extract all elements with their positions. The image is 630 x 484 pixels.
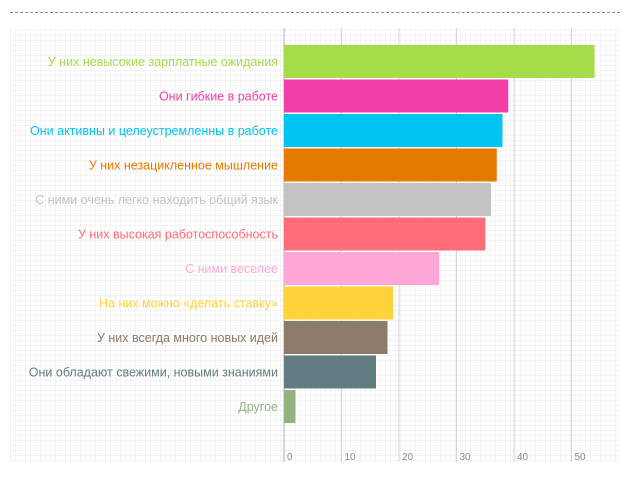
bar [284, 217, 486, 251]
bar [284, 286, 394, 320]
category-label: Они гибкие в работе [159, 90, 278, 104]
bar [284, 321, 388, 354]
x-tick-label: 30 [460, 452, 472, 463]
category-label: Они обладают свежими, новыми знаниями [29, 366, 278, 380]
category-label: Другое [238, 400, 278, 414]
bar [284, 79, 509, 113]
bar [284, 252, 440, 285]
x-tick-label: 40 [517, 452, 529, 463]
x-tick-label: 20 [402, 452, 414, 463]
bar [284, 148, 497, 182]
category-label: На них можно «делать ставку» [99, 297, 278, 311]
x-tick-label: 10 [345, 452, 357, 463]
category-label: У них высокая работоспособность [78, 228, 278, 242]
x-axis-ticks: 0 10 20 30 40 50 [287, 452, 586, 463]
category-labels: У них невысокие зарплатные ожидания Они г… [29, 55, 279, 414]
category-label: У них невысокие зарплатные ожидания [48, 55, 278, 69]
top-dashed-divider [10, 12, 620, 13]
category-label: У них всегда много новых идей [97, 331, 278, 345]
bar [284, 114, 503, 147]
category-label: Они активны и целеустремленны в работе [30, 124, 278, 138]
x-tick-label: 0 [287, 452, 293, 463]
category-label: С ними веселее [185, 262, 278, 276]
bar [284, 45, 595, 78]
bar [284, 355, 376, 389]
category-label: У них незацикленное мышление [89, 159, 278, 173]
bar [284, 183, 491, 216]
category-label: С ними очень легко находить общий язык [35, 193, 278, 207]
x-tick-label: 50 [575, 452, 587, 463]
bars [284, 45, 595, 423]
bar [284, 390, 296, 423]
